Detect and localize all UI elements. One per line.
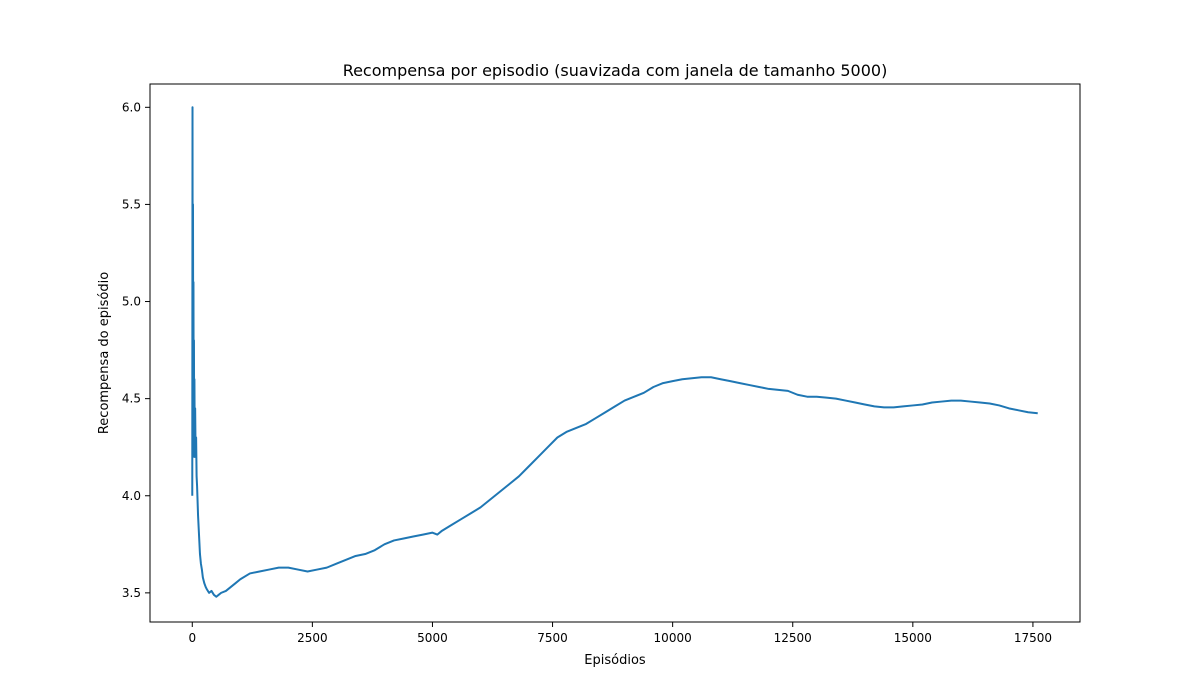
x-tick-label: 0 — [188, 631, 196, 645]
x-axis-label: Episódios — [584, 653, 646, 668]
y-axis-ticks: 3.5 4.0 4.5 5.0 5.5 6.0 — [122, 100, 150, 600]
y-axis-label: Recompensa do episódio — [97, 272, 112, 434]
x-tick-label: 7500 — [537, 631, 568, 645]
x-tick-label: 10000 — [654, 631, 692, 645]
plot-frame — [149, 83, 1081, 623]
plot-area — [149, 83, 1081, 623]
x-tick-label: 2500 — [297, 631, 328, 645]
x-tick-label: 15000 — [894, 631, 932, 645]
x-tick-label: 17500 — [1014, 631, 1052, 645]
y-tick-label: 3.5 — [122, 586, 141, 600]
x-axis-ticks: 0 2500 5000 7500 10000 12500 15000 17500 — [188, 622, 1052, 645]
y-tick-label: 6.0 — [122, 100, 141, 114]
x-tick-label: 12500 — [774, 631, 812, 645]
y-tick-label: 5.5 — [122, 197, 141, 211]
y-tick-label: 4.0 — [122, 489, 141, 503]
x-tick-label: 5000 — [417, 631, 448, 645]
chart-title: Recompensa por episodio (suavizada com j… — [343, 61, 888, 80]
y-tick-label: 4.5 — [122, 392, 141, 406]
y-tick-label: 5.0 — [122, 295, 141, 309]
reward-series-line — [191, 106, 1038, 598]
